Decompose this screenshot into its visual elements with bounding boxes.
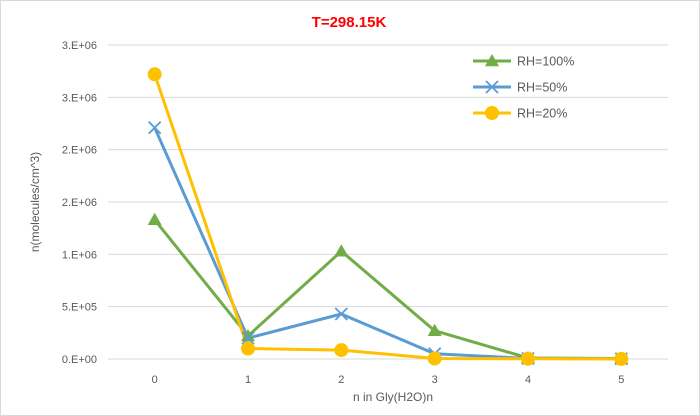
y-tick-label: 3.E+06 bbox=[62, 92, 97, 104]
y-tick-label: 3.E+06 bbox=[62, 40, 97, 52]
x-tick-label: 3 bbox=[432, 374, 438, 386]
legend-label: RH=20% bbox=[517, 107, 567, 121]
legend-item: RH=20% bbox=[473, 106, 567, 121]
x-tick-label: 1 bbox=[245, 374, 251, 386]
legend-item: RH=100% bbox=[473, 54, 574, 69]
y-tick-label: 1.E+06 bbox=[62, 249, 97, 261]
circle-marker bbox=[147, 67, 162, 82]
y-tick-label: 0.E+00 bbox=[62, 354, 97, 366]
x-tick-label: 2 bbox=[338, 374, 344, 386]
x-tick-label: 5 bbox=[618, 374, 624, 386]
y-tick-label: 2.E+06 bbox=[62, 197, 97, 209]
triangle-marker bbox=[427, 323, 442, 336]
x-tick-labels: 0 1 2 3 4 5 bbox=[152, 374, 625, 386]
circle-marker bbox=[241, 341, 255, 356]
x-marker bbox=[334, 307, 348, 321]
triangle-marker bbox=[241, 328, 255, 342]
series-markers bbox=[147, 67, 629, 366]
legend-label: RH=50% bbox=[517, 81, 567, 95]
triangle-marker bbox=[147, 212, 162, 226]
circle-marker bbox=[614, 351, 629, 366]
series-lines bbox=[153, 73, 622, 361]
circle-marker bbox=[334, 343, 349, 358]
legend: RH=100% RH=50% RH=20% bbox=[473, 54, 574, 121]
y-tick-label: 2.E+06 bbox=[62, 145, 97, 157]
circle-marker bbox=[521, 351, 535, 366]
legend-label: RH=100% bbox=[517, 55, 574, 69]
circle-marker bbox=[485, 106, 499, 120]
y-tick-label: 5.E+05 bbox=[62, 302, 97, 314]
y-axis-label: n(molecules/cm^3) bbox=[28, 152, 42, 252]
circle-marker bbox=[427, 351, 442, 366]
gridlines bbox=[108, 44, 668, 360]
y-tick-labels: 0.E+00 5.E+05 1.E+06 2.E+06 2.E+06 3.E+06 3.E+… bbox=[62, 40, 97, 366]
series-line bbox=[153, 127, 622, 361]
legend-item: RH=50% bbox=[473, 80, 567, 95]
x-marker bbox=[148, 121, 162, 135]
x-marker bbox=[485, 80, 499, 94]
chart-title: T=298.15K bbox=[312, 14, 387, 31]
x-marker bbox=[241, 331, 255, 345]
x-tick-label: 0 bbox=[152, 374, 158, 386]
x-axis-label: n in Gly(H2O)n bbox=[353, 390, 433, 404]
x-tick-label: 4 bbox=[525, 374, 531, 386]
triangle-marker bbox=[485, 54, 499, 67]
series-line bbox=[153, 73, 622, 361]
triangle-marker bbox=[334, 244, 349, 257]
